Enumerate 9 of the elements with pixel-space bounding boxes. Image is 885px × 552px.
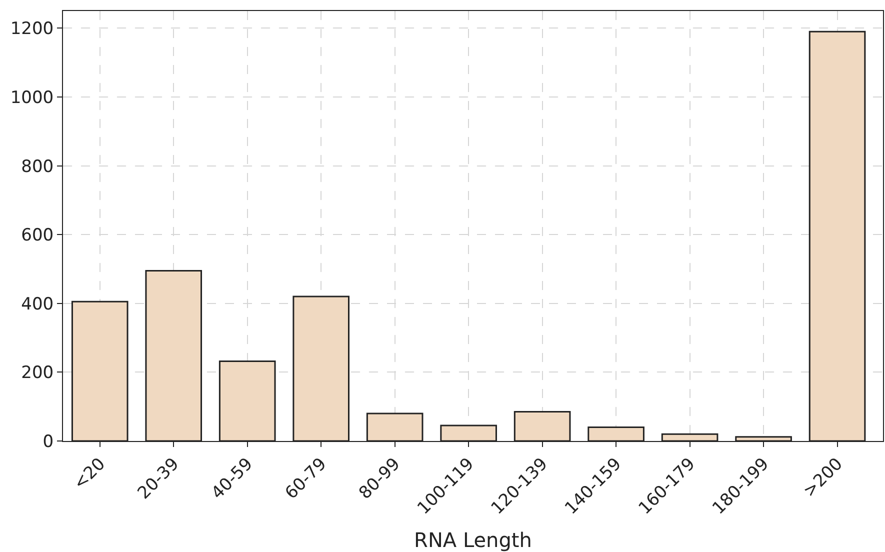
y-tick-label: 400: [21, 294, 54, 314]
y-tick-label: 1200: [10, 19, 54, 40]
y-tick-label: 600: [21, 226, 54, 246]
y-tick-label: 1000: [10, 88, 54, 108]
x-tick-label: <20: [70, 454, 110, 494]
y-tick-label: 200: [21, 363, 54, 384]
x-axis-title: RNA Length: [414, 528, 532, 552]
y-tick-label: 0: [42, 432, 54, 452]
y-tick-label: 800: [21, 156, 54, 177]
